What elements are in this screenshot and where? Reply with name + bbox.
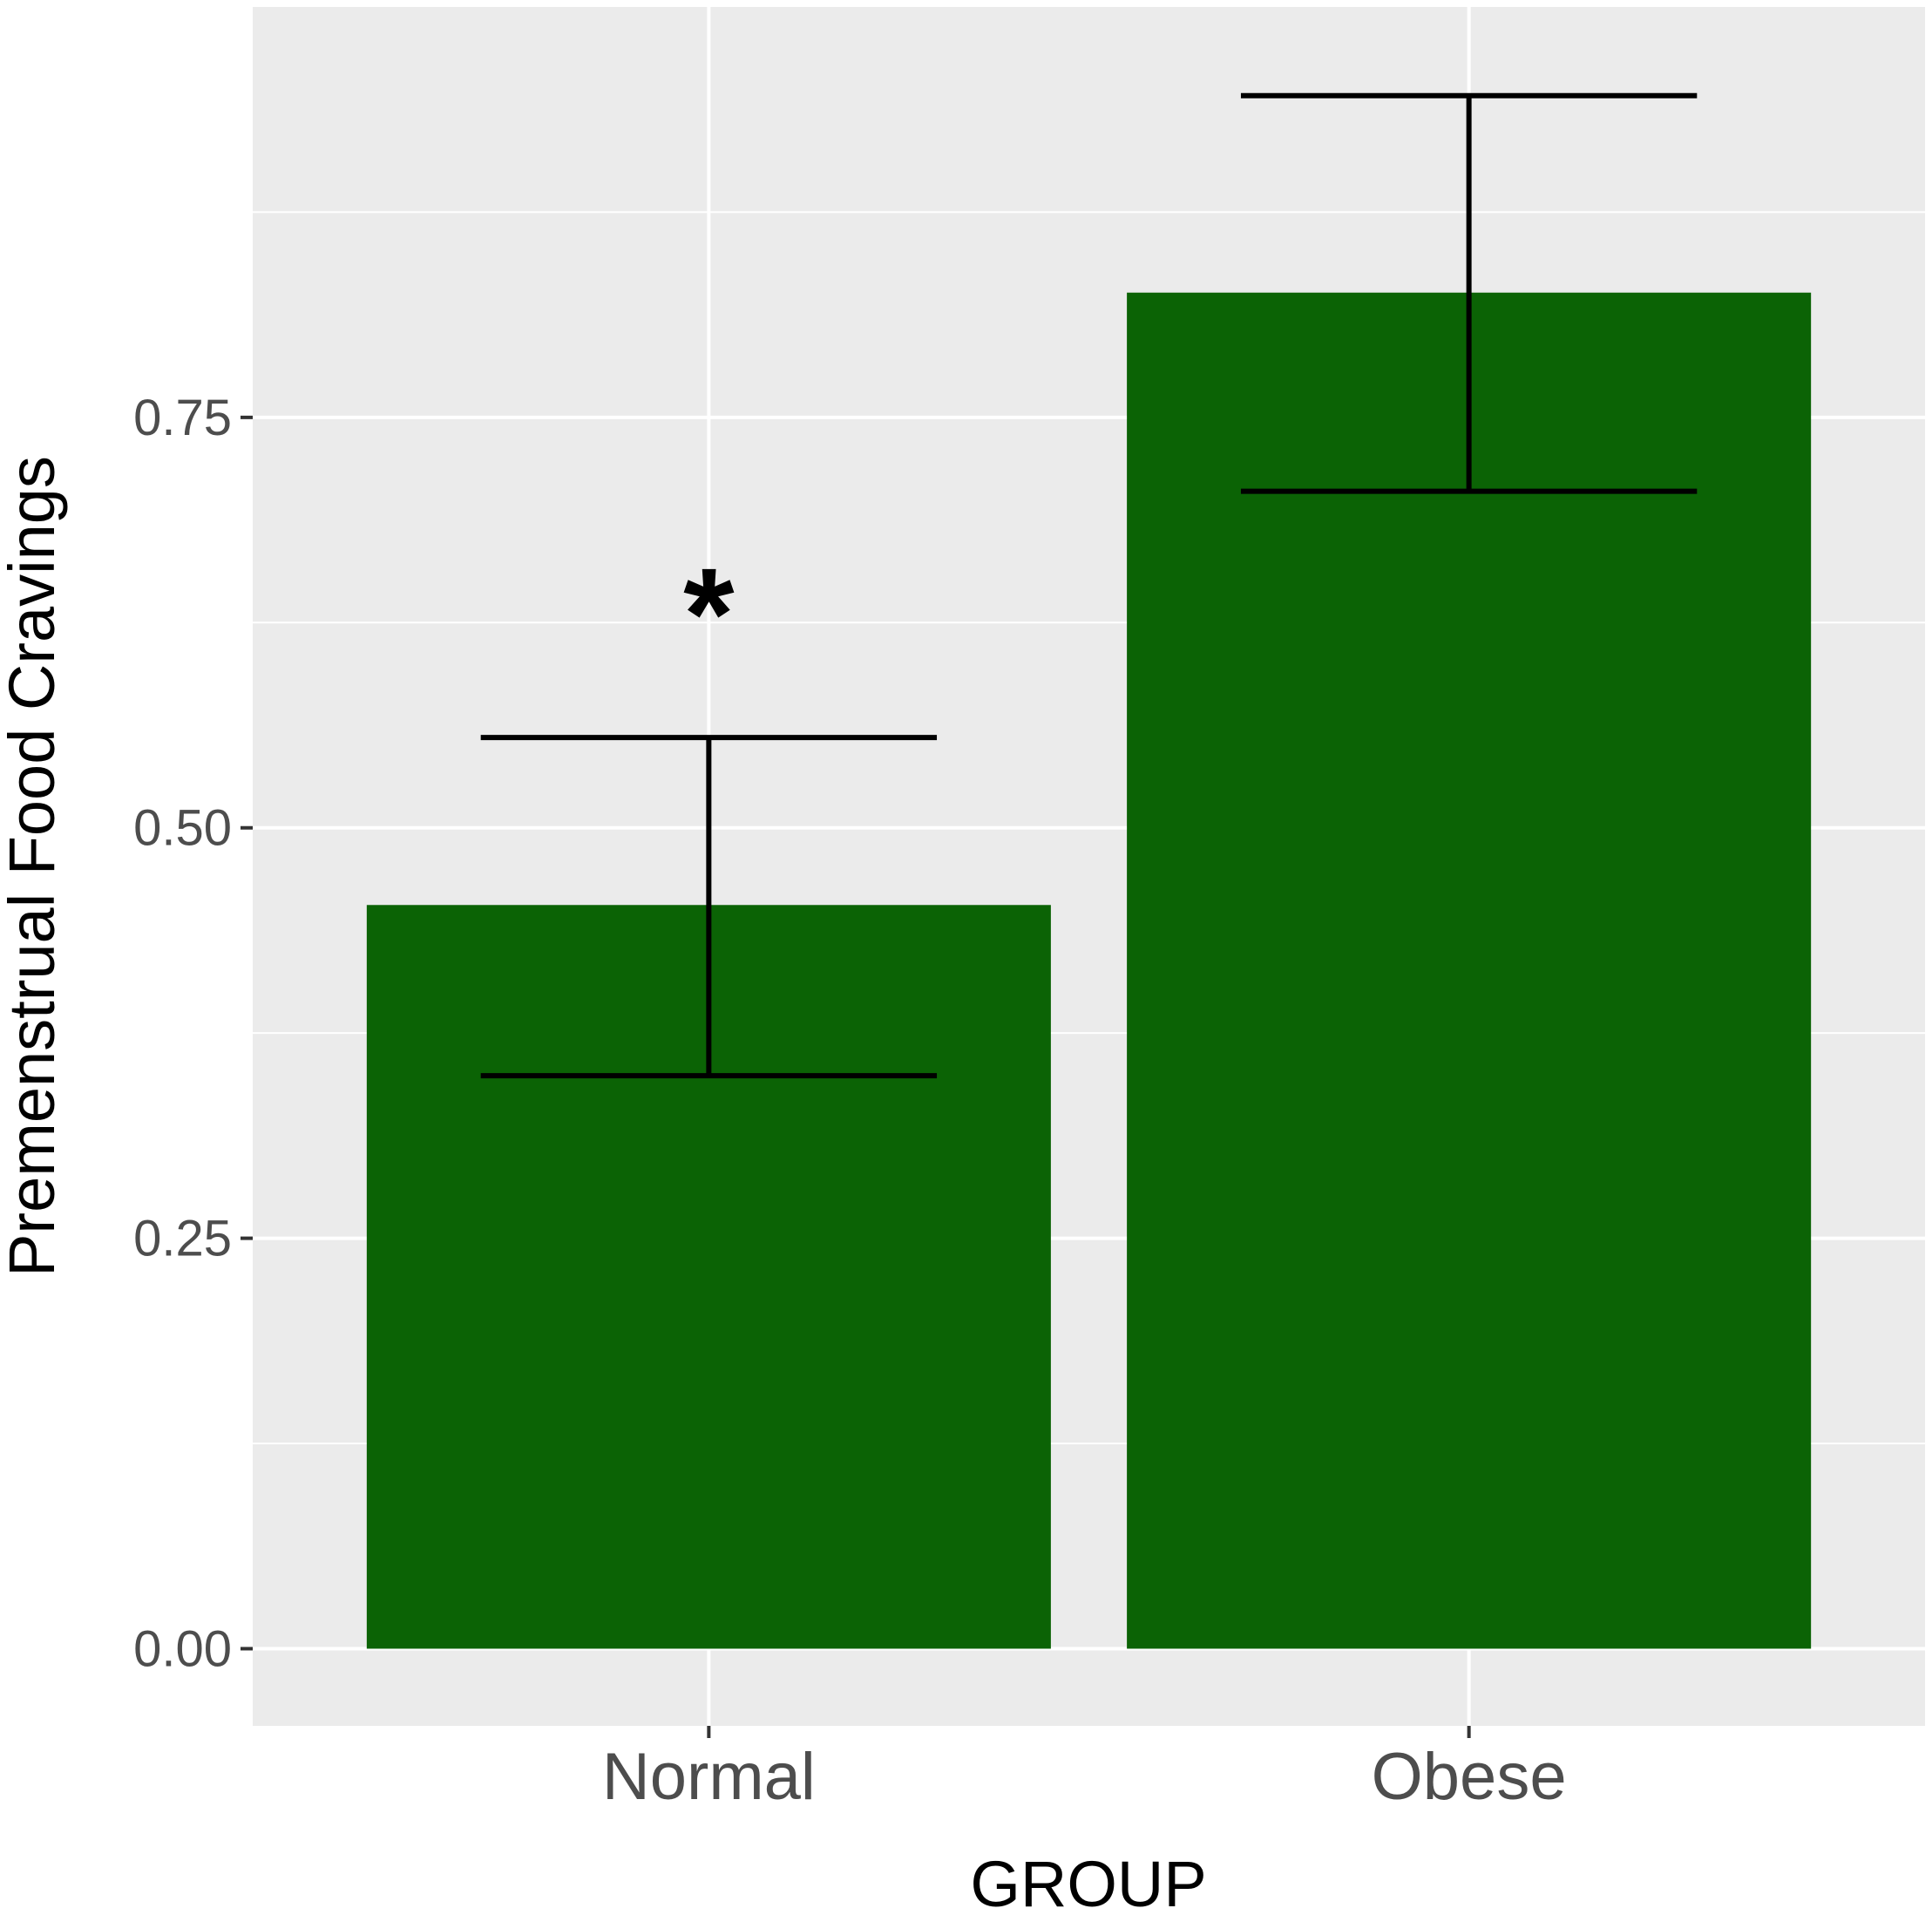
y-axis: 0.00 0.25 0.50 0.75 <box>133 390 253 1677</box>
y-tick-label: 0.75 <box>133 390 232 446</box>
error-bars <box>480 92 1698 1079</box>
y-tick-label: 0.25 <box>133 1211 232 1267</box>
y-tick-label: 0.00 <box>133 1620 232 1677</box>
y-tick-label: 0.50 <box>133 800 232 857</box>
bar-obese <box>1127 292 1812 1649</box>
annotations: * <box>683 540 735 687</box>
x-axis-title: GROUP <box>970 1848 1206 1915</box>
error-bar-obese <box>1240 92 1698 494</box>
y-axis-title: Premenstrual Food Cravings <box>0 456 68 1277</box>
x-axis: Normal Obese <box>602 1726 1567 1814</box>
significance-asterisk: * <box>683 540 735 687</box>
x-tick-label-obese: Obese <box>1372 1740 1567 1814</box>
x-tick-label-normal: Normal <box>602 1740 816 1814</box>
bars <box>366 292 1812 1649</box>
error-bar-normal <box>480 735 938 1079</box>
